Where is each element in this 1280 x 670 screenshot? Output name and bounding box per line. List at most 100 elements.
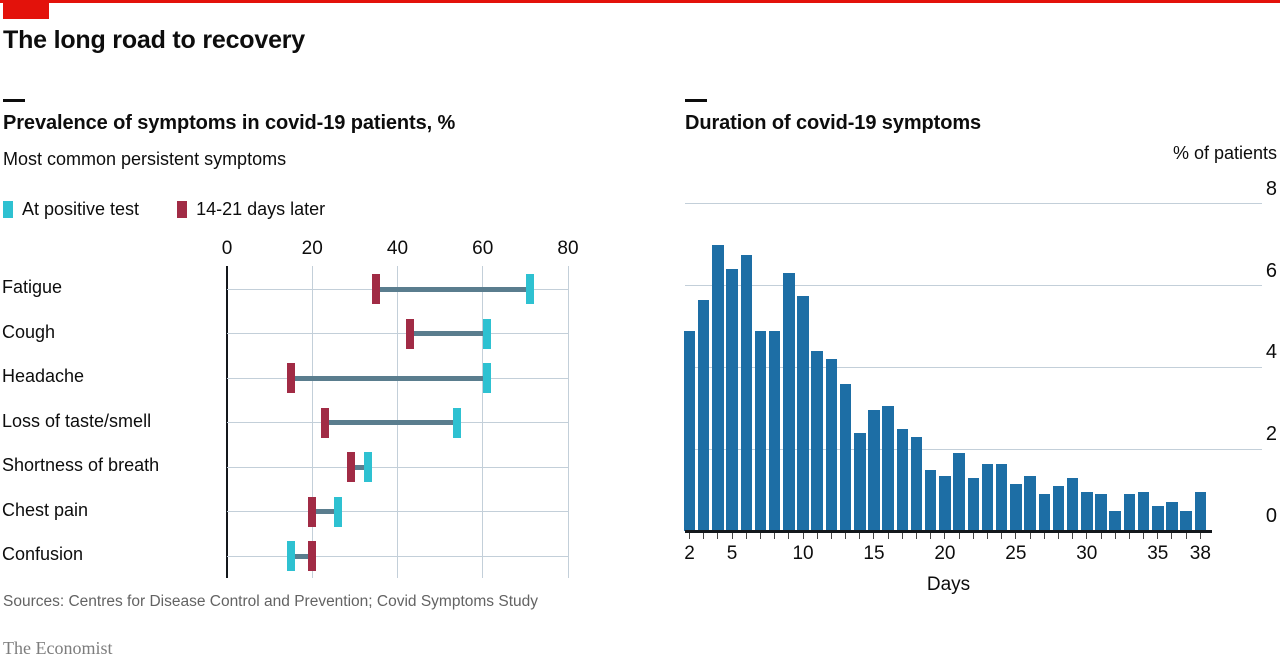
legend: At positive test 14-21 days later <box>3 199 325 220</box>
economist-brand: The Economist <box>3 638 113 658</box>
x-tick-mark <box>1072 533 1074 539</box>
x-tick-mark <box>944 533 946 539</box>
marker-at-positive-test <box>525 274 534 304</box>
x-tick-mark <box>1199 533 1201 539</box>
y-tick-label: 2 <box>1265 423 1277 446</box>
y-tick-label: 6 <box>1265 259 1277 282</box>
marker-at-positive-test <box>483 318 491 349</box>
bar-day-13 <box>839 383 852 531</box>
category-label: Shortness of breath <box>2 455 160 475</box>
x-tick-label: 25 <box>1005 543 1027 564</box>
x-tick-mark <box>901 533 903 539</box>
marker-14-21-days-later <box>346 452 355 482</box>
horizontal-gridline <box>685 285 1262 287</box>
dumbbell-connector <box>350 464 368 470</box>
x-tick-mark <box>1043 533 1045 539</box>
x-tick-mark <box>958 533 960 539</box>
horizontal-gridline <box>685 366 1262 368</box>
bar-day-27 <box>1038 494 1050 531</box>
x-tick-mark <box>986 533 988 539</box>
x-tick-mark <box>1143 533 1145 539</box>
x-tick-mark <box>916 533 918 539</box>
marker-at-positive-test <box>363 452 372 482</box>
right-panel-rule <box>685 99 707 102</box>
bar-day-6 <box>740 254 752 531</box>
x-axis-line <box>685 530 1212 533</box>
x-tick-mark <box>774 533 776 539</box>
left-chart-subtitle: Most common persistent symptoms <box>3 149 287 169</box>
x-tick-mark <box>1029 533 1031 539</box>
bar-day-3 <box>697 299 710 531</box>
economist-red-rule <box>0 0 1280 3</box>
x-tick-mark <box>873 533 875 539</box>
row-gridline <box>227 466 568 468</box>
x-tick-label: 5 <box>726 543 738 564</box>
bar-day-22 <box>967 477 980 531</box>
legend-swatch-icon <box>177 201 188 218</box>
marker-at-positive-test <box>453 407 462 438</box>
x-tick-mark <box>1001 533 1003 539</box>
legend-item: 14-21 days later <box>177 199 325 220</box>
bar-day-26 <box>1024 475 1036 531</box>
dumbbell-connector <box>290 375 487 381</box>
x-tick-mark <box>745 533 747 539</box>
x-tick-label: 20 <box>301 238 323 259</box>
legend-item: At positive test <box>3 199 139 220</box>
bar-day-35 <box>1152 506 1164 531</box>
y-tick-label: 4 <box>1265 341 1277 364</box>
bar-day-4 <box>712 244 724 531</box>
x-tick-mark <box>717 533 719 539</box>
sources-line: Sources: Centres for Disease Control and… <box>3 593 538 610</box>
bar-day-18 <box>910 436 923 531</box>
bar-day-21 <box>953 453 965 531</box>
bar-day-17 <box>896 428 909 531</box>
x-tick-label: 15 <box>863 543 885 564</box>
x-tick-label: 80 <box>557 238 579 259</box>
bar-day-7 <box>754 330 767 531</box>
marker-14-21-days-later <box>308 496 317 527</box>
row-gridline <box>227 333 568 334</box>
bar-day-23 <box>981 463 994 531</box>
x-tick-label: 2 <box>684 543 695 564</box>
bar-day-12 <box>825 359 838 531</box>
category-label: Loss of taste/smell <box>2 410 152 431</box>
bar-day-15 <box>868 410 880 531</box>
x-tick-mark <box>972 533 974 539</box>
x-tick-mark <box>689 533 690 539</box>
vertical-gridline <box>567 266 569 578</box>
bar-day-20 <box>939 475 951 531</box>
bar-day-10 <box>797 295 809 531</box>
x-tick-mark <box>1185 533 1187 539</box>
right-chart-title: Duration of covid-19 symptoms <box>685 112 982 134</box>
y-tick-label: 0 <box>1265 505 1277 527</box>
x-tick-mark <box>1015 533 1017 539</box>
marker-14-21-days-later <box>406 318 415 349</box>
category-label: Fatigue <box>2 277 63 297</box>
bar-day-8 <box>768 330 781 531</box>
bar-day-36 <box>1166 502 1178 531</box>
y-axis-unit-label: % of patients <box>1172 143 1277 163</box>
bar-day-9 <box>783 273 795 531</box>
marker-14-21-days-later <box>286 363 295 393</box>
marker-14-21-days-later <box>321 407 330 438</box>
x-tick-label: 30 <box>1076 543 1098 564</box>
x-tick-mark <box>1157 533 1159 539</box>
x-tick-mark <box>1128 533 1130 539</box>
x-tick-mark <box>731 533 733 539</box>
row-gridline <box>227 511 568 512</box>
y-tick-label: 8 <box>1265 177 1277 200</box>
bar-day-37 <box>1180 510 1192 531</box>
bar-day-11 <box>811 351 823 531</box>
bar-day-16 <box>882 406 894 531</box>
left-panel-rule <box>3 99 25 102</box>
marker-at-positive-test <box>333 496 342 527</box>
x-tick-mark <box>816 533 818 539</box>
x-tick-label: 38 <box>1189 543 1211 564</box>
bar-day-29 <box>1066 477 1079 531</box>
dumbbell-connector <box>376 286 530 292</box>
horizontal-gridline <box>685 448 1262 450</box>
bar-day-28 <box>1052 486 1065 531</box>
bar-day-25 <box>1010 483 1022 531</box>
